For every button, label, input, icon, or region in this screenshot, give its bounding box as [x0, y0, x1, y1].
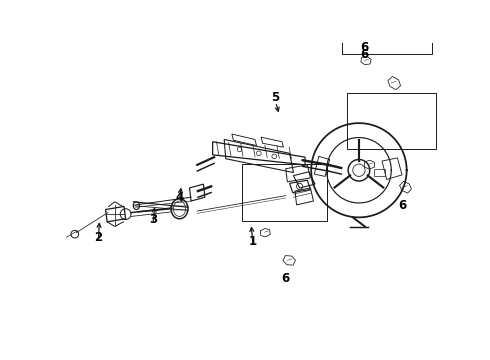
Text: 6: 6: [360, 48, 368, 61]
Bar: [342, 0, 432, 54]
Text: 2: 2: [94, 231, 102, 244]
Bar: [242, 164, 326, 221]
Text: 6: 6: [360, 41, 368, 54]
Circle shape: [71, 230, 78, 238]
Text: 3: 3: [149, 213, 157, 226]
Bar: [347, 93, 436, 149]
Text: 6: 6: [398, 199, 406, 212]
Bar: [374, 169, 385, 176]
Text: 4: 4: [175, 190, 184, 203]
Text: 1: 1: [249, 235, 257, 248]
Text: 5: 5: [271, 91, 280, 104]
Text: 6: 6: [281, 272, 289, 285]
